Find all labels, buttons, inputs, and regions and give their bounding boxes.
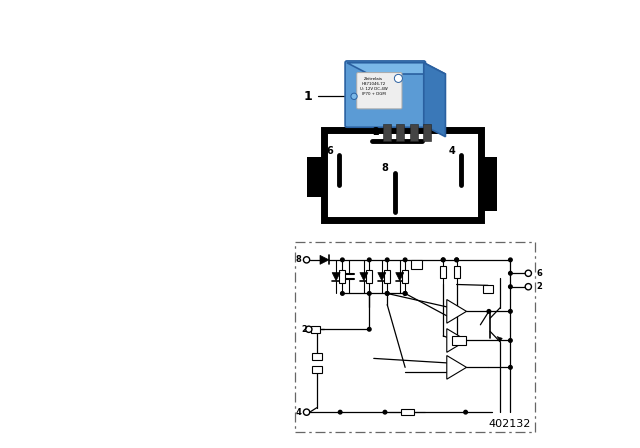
- Circle shape: [403, 292, 407, 295]
- Polygon shape: [332, 272, 340, 280]
- Polygon shape: [447, 356, 467, 379]
- Bar: [384, 271, 390, 283]
- Bar: [307, 157, 325, 197]
- Circle shape: [367, 258, 371, 262]
- Circle shape: [303, 409, 310, 415]
- Circle shape: [303, 257, 310, 263]
- Text: U: 12V DC-4W: U: 12V DC-4W: [360, 87, 388, 91]
- Bar: [440, 266, 446, 279]
- Text: 2: 2: [372, 127, 380, 137]
- Polygon shape: [378, 272, 386, 280]
- Bar: [454, 266, 460, 279]
- Circle shape: [509, 339, 512, 342]
- Circle shape: [340, 258, 344, 262]
- Circle shape: [339, 410, 342, 414]
- Text: 4: 4: [449, 146, 455, 155]
- FancyBboxPatch shape: [356, 73, 402, 109]
- Circle shape: [385, 292, 389, 295]
- Polygon shape: [424, 63, 445, 137]
- Bar: [339, 271, 346, 283]
- Bar: [296, 242, 535, 432]
- Circle shape: [367, 327, 371, 331]
- Bar: [324, 130, 481, 220]
- Circle shape: [464, 410, 467, 414]
- Circle shape: [403, 292, 407, 295]
- Circle shape: [509, 366, 512, 369]
- Circle shape: [394, 74, 403, 82]
- Text: 1: 1: [303, 90, 312, 103]
- Circle shape: [385, 292, 389, 295]
- Bar: [310, 326, 321, 333]
- Text: IP70 + DGM: IP70 + DGM: [362, 92, 386, 96]
- Circle shape: [509, 258, 512, 262]
- Bar: [383, 124, 391, 141]
- Text: 8: 8: [296, 255, 301, 264]
- Circle shape: [455, 258, 458, 262]
- Bar: [483, 285, 493, 293]
- Circle shape: [525, 270, 531, 276]
- Polygon shape: [497, 336, 502, 342]
- Circle shape: [442, 258, 445, 262]
- Circle shape: [509, 285, 512, 289]
- Polygon shape: [447, 300, 467, 323]
- Circle shape: [487, 310, 491, 313]
- Circle shape: [525, 284, 531, 290]
- Circle shape: [509, 271, 512, 275]
- Polygon shape: [360, 272, 368, 280]
- Bar: [312, 366, 322, 373]
- Polygon shape: [396, 272, 404, 280]
- Circle shape: [306, 326, 312, 332]
- Text: Zeitrelais: Zeitrelais: [364, 78, 383, 81]
- Text: 8: 8: [381, 164, 388, 173]
- Bar: [423, 124, 431, 141]
- Text: 402132: 402132: [488, 419, 531, 429]
- Circle shape: [351, 93, 357, 99]
- Polygon shape: [447, 329, 467, 352]
- Bar: [312, 353, 322, 360]
- Text: 2: 2: [301, 325, 307, 334]
- Polygon shape: [347, 63, 445, 74]
- Bar: [366, 271, 372, 283]
- Polygon shape: [320, 255, 329, 264]
- Bar: [410, 124, 418, 141]
- Text: HB71046-72: HB71046-72: [362, 82, 386, 86]
- Bar: [411, 260, 422, 269]
- Bar: [396, 124, 404, 141]
- FancyBboxPatch shape: [345, 61, 426, 127]
- Circle shape: [509, 310, 512, 313]
- Circle shape: [340, 292, 344, 295]
- Circle shape: [442, 258, 445, 262]
- Text: 4: 4: [296, 408, 301, 417]
- Circle shape: [385, 258, 389, 262]
- Text: 6: 6: [536, 269, 542, 278]
- Bar: [452, 336, 466, 345]
- Text: 2: 2: [536, 282, 542, 291]
- Circle shape: [367, 292, 371, 295]
- Bar: [401, 409, 414, 415]
- Circle shape: [383, 410, 387, 414]
- Bar: [481, 157, 497, 211]
- Circle shape: [403, 258, 407, 262]
- Text: 6: 6: [326, 146, 333, 155]
- Circle shape: [455, 258, 458, 262]
- Bar: [402, 271, 408, 283]
